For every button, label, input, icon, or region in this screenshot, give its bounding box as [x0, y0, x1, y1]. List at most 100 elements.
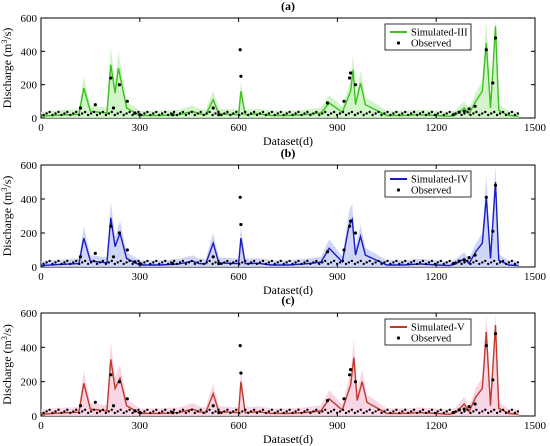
- observed-point: [473, 402, 477, 406]
- observed-point: [172, 408, 176, 411]
- observed-point: [57, 408, 60, 411]
- observed-point: [226, 259, 229, 263]
- observed-point: [433, 411, 437, 415]
- observed-point: [516, 112, 520, 115]
- observed-point: [220, 113, 223, 117]
- observed-point: [190, 408, 193, 411]
- observed-point: [238, 344, 242, 348]
- observed-point: [187, 261, 191, 264]
- observed-point: [60, 411, 63, 415]
- simulated-series-line: [40, 324, 519, 416]
- observed-point: [349, 368, 353, 372]
- observed-point: [72, 261, 75, 264]
- observed-point: [125, 397, 129, 401]
- observed-point: [264, 411, 268, 415]
- observed-point: [78, 113, 81, 117]
- observed-point: [110, 110, 114, 114]
- observed-point: [211, 106, 215, 110]
- observed-point: [261, 110, 265, 114]
- observed-point: [285, 410, 288, 413]
- observed-point: [131, 262, 134, 266]
- x-tick-label: 1200: [425, 122, 448, 134]
- observed-point: [288, 408, 291, 411]
- observed-point: [389, 262, 392, 266]
- observed-point: [137, 110, 140, 114]
- observed-point: [42, 411, 45, 415]
- observed-point: [383, 261, 386, 264]
- observed-point: [436, 261, 439, 264]
- observed-point: [315, 408, 318, 411]
- observed-point: [344, 411, 348, 415]
- observed-point: [362, 262, 365, 266]
- observed-point: [332, 110, 336, 114]
- observed-point: [235, 408, 238, 411]
- observed-point: [359, 408, 362, 411]
- observed-point: [158, 113, 161, 117]
- observed-point: [395, 408, 398, 411]
- observed-point: [374, 112, 377, 115]
- observed-point: [181, 259, 185, 263]
- observed-point: [110, 408, 114, 411]
- observed-point: [467, 256, 471, 260]
- observed-point: [110, 259, 114, 263]
- observed-point: [484, 110, 487, 114]
- observed-point: [111, 404, 116, 408]
- observed-point: [315, 259, 318, 263]
- observed-point: [193, 411, 196, 415]
- observed-point: [143, 112, 146, 115]
- y-axis-label: Discharge (m3/s): [0, 28, 14, 109]
- observed-point: [143, 261, 146, 264]
- observed-point: [392, 410, 395, 413]
- observed-point: [98, 410, 102, 413]
- observed-point: [395, 259, 398, 263]
- y-axis-label-main: Discharge (m: [0, 191, 14, 256]
- observed-point: [325, 250, 330, 254]
- observed-point: [217, 408, 220, 411]
- observed-point: [175, 411, 179, 415]
- x-tick-label: 0: [38, 122, 44, 134]
- observed-point: [133, 409, 137, 413]
- observed-point: [122, 262, 125, 266]
- observed-point: [491, 378, 495, 382]
- observed-point: [166, 113, 170, 117]
- observed-point: [247, 262, 250, 266]
- observed-point: [244, 110, 247, 114]
- observed-point: [368, 408, 371, 411]
- observed-point: [51, 411, 54, 415]
- observed-point: [211, 404, 215, 408]
- observed-point: [501, 259, 505, 263]
- observed-point: [128, 259, 131, 263]
- observed-point: [501, 408, 505, 411]
- observed-point: [261, 259, 265, 263]
- observed-point: [220, 411, 223, 415]
- observed-point: [347, 261, 351, 264]
- observed-point: [481, 112, 484, 115]
- observed-point: [190, 259, 193, 263]
- observed-point: [321, 112, 324, 115]
- observed-point: [66, 110, 69, 114]
- x-tick-label: 300: [132, 271, 149, 283]
- observed-point: [137, 259, 140, 263]
- legend-label-observed: Observed: [411, 39, 452, 50]
- observed-point: [264, 262, 268, 266]
- observed-point: [54, 112, 57, 115]
- observed-point: [78, 255, 83, 259]
- observed-point: [466, 110, 469, 114]
- observed-point: [51, 113, 54, 117]
- observed-point: [436, 410, 439, 413]
- observed-point: [232, 261, 235, 264]
- legend-label-simulated: Simulated-III: [411, 28, 468, 39]
- observed-point: [398, 262, 401, 266]
- observed-point: [424, 262, 428, 266]
- observed-point: [109, 224, 113, 228]
- observed-point: [466, 408, 469, 411]
- observed-point: [196, 410, 199, 413]
- chart-panel-1: (b) 0 200 400 600 0 300 600 900 1200 1500 Dataset(d…: [0, 146, 547, 297]
- observed-point: [348, 224, 352, 228]
- observed-point: [487, 262, 490, 266]
- observed-point: [484, 259, 487, 263]
- observed-point: [48, 259, 51, 263]
- observed-point: [279, 259, 282, 263]
